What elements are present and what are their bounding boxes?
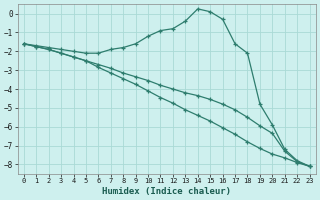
X-axis label: Humidex (Indice chaleur): Humidex (Indice chaleur): [102, 187, 231, 196]
